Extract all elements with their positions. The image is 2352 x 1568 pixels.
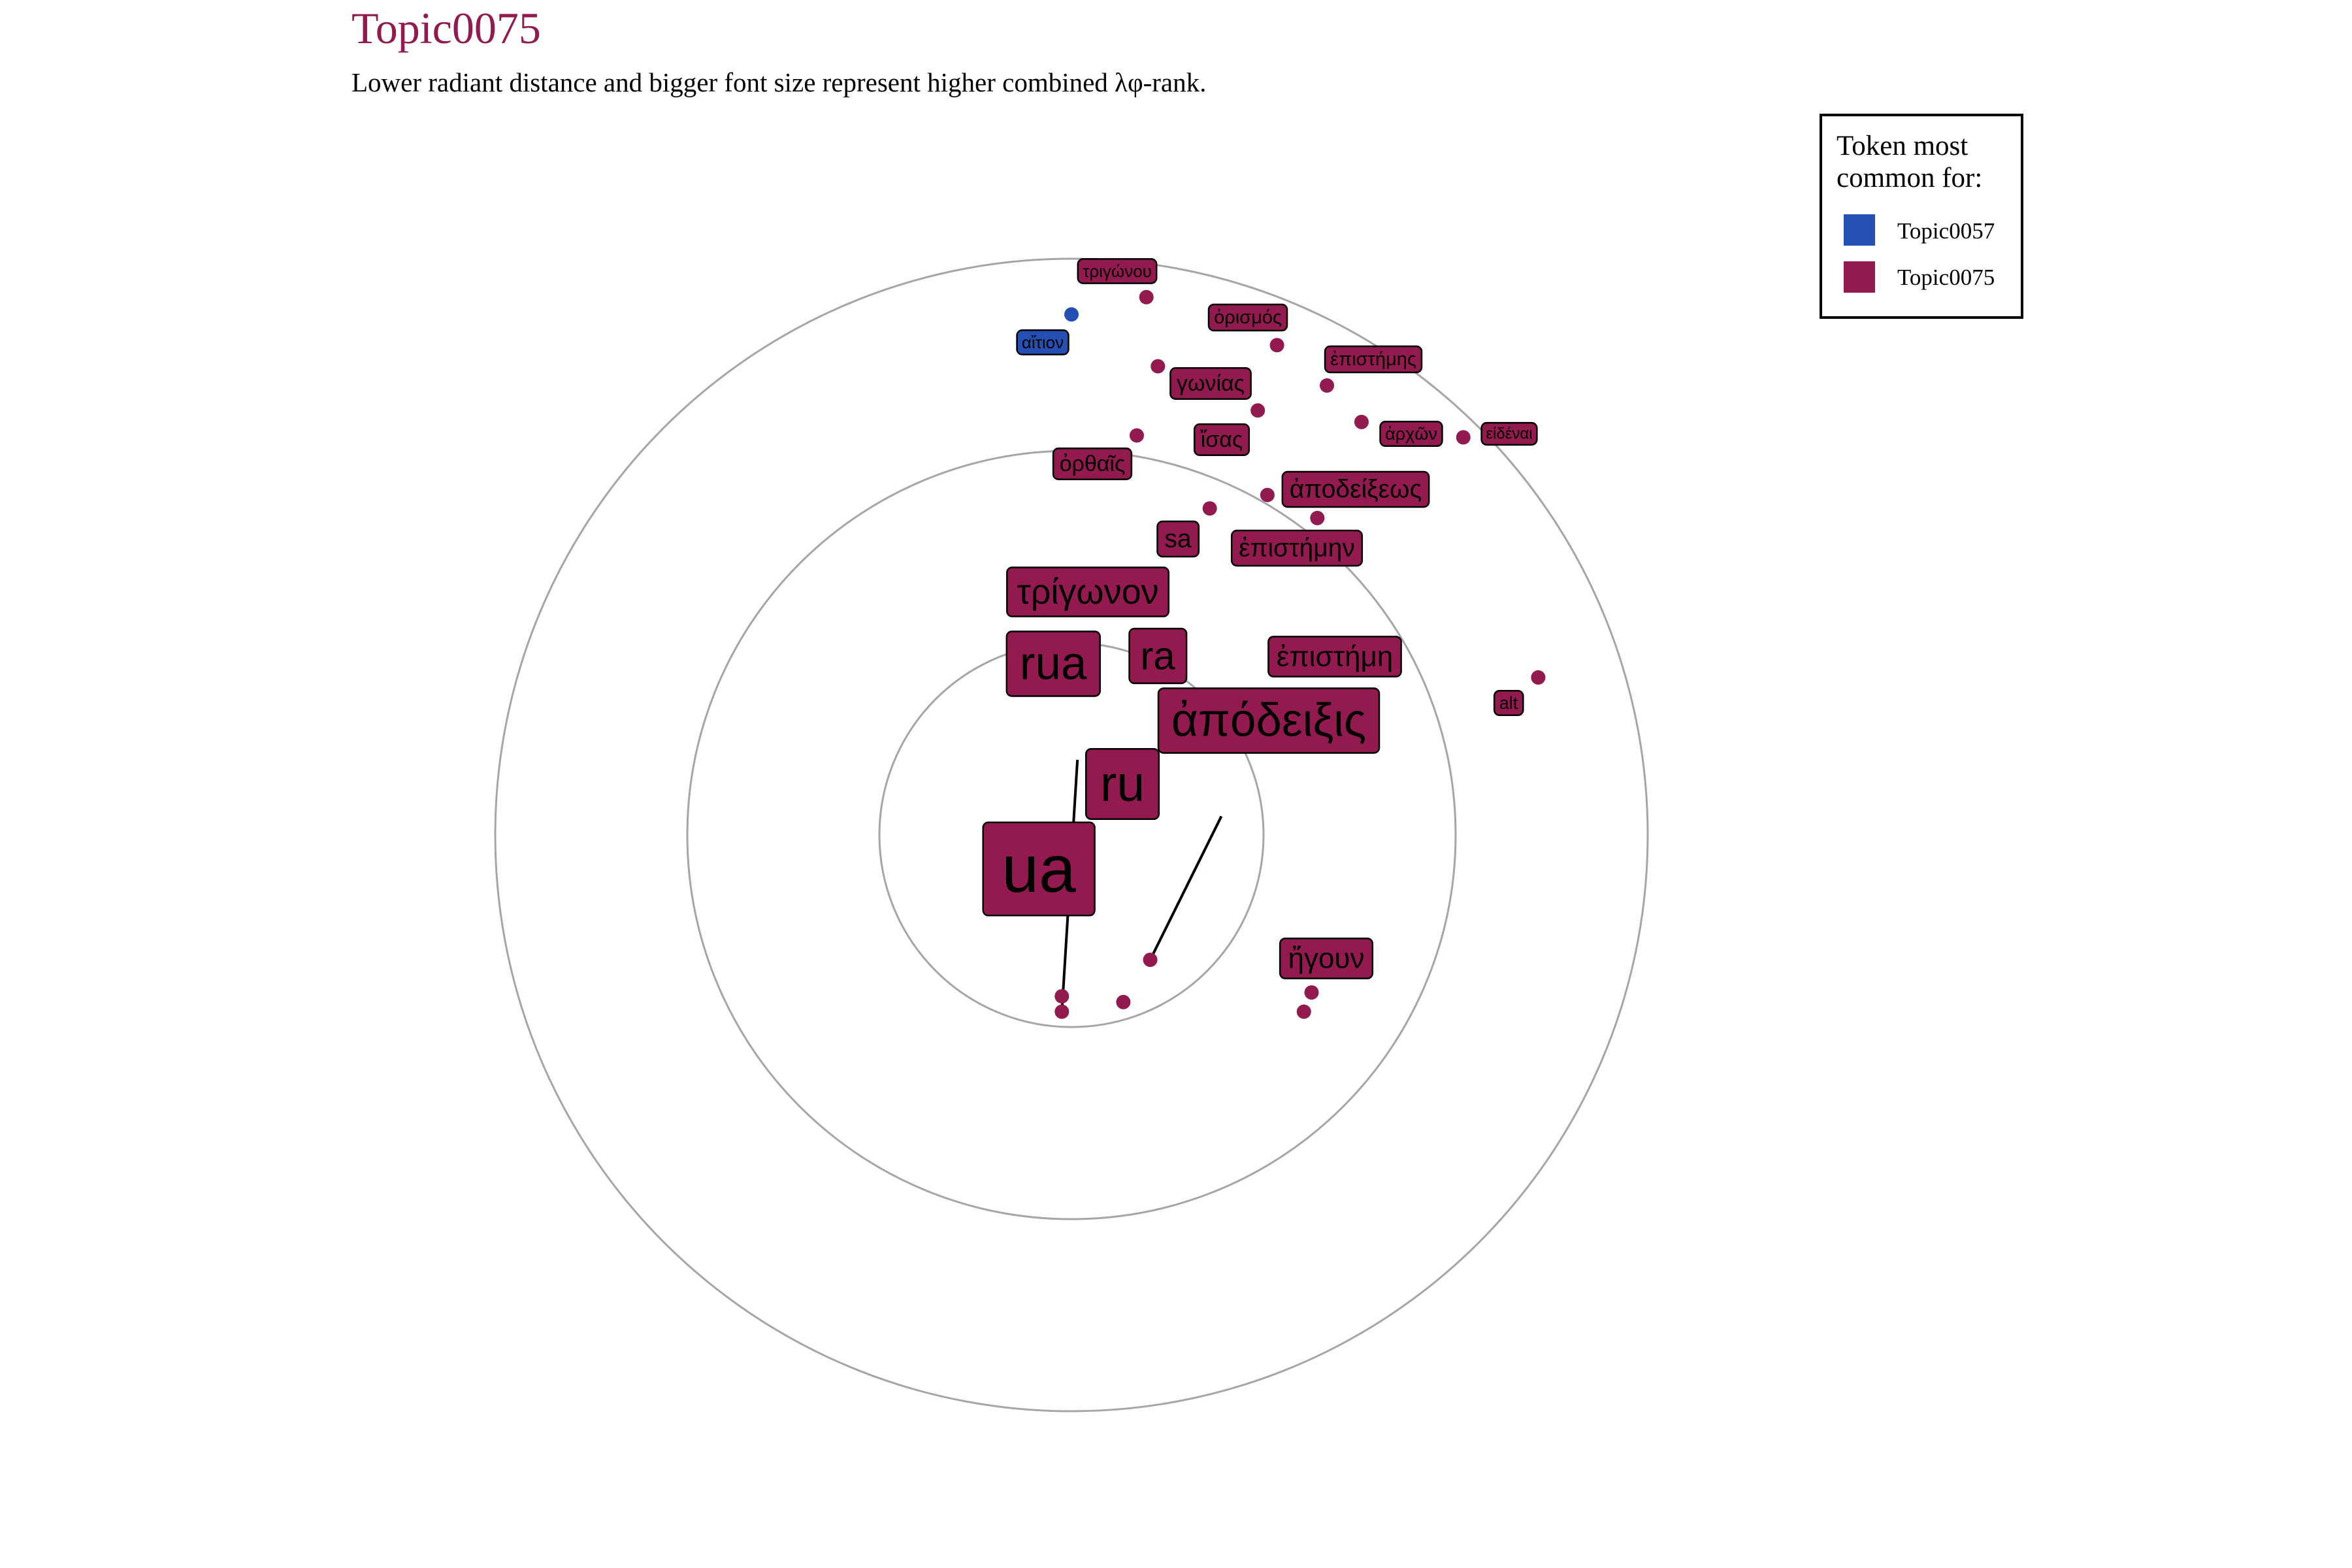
token-6-label: ἐπιστήμη [1267, 636, 1402, 678]
token-5-leader-line [1149, 815, 1223, 960]
token-0-label-text: ua [1002, 832, 1076, 906]
token-13-point [1250, 403, 1266, 418]
legend: Token most common for: Topic0057 Topic00… [1820, 114, 2023, 319]
token-4-label: ra [1128, 627, 1188, 685]
token-17-label-text: ἐπιστήμης [1330, 349, 1416, 370]
token-10-point [1260, 487, 1275, 502]
token-10-label-box [1281, 470, 1430, 508]
token-0-label-box [982, 821, 1096, 917]
token-11-point [1310, 510, 1325, 525]
token-7-label-text: ἤγουν [1288, 943, 1364, 975]
token-7-point [1304, 985, 1319, 1000]
token-9-label-box [1156, 520, 1200, 558]
token-20-label-box [1016, 329, 1070, 355]
distance-ring-3 [494, 257, 1649, 1413]
token-5-label-text: ἀπόδειξις [1171, 695, 1366, 747]
token-12-label-text: ὀρθαῖς [1060, 451, 1126, 476]
token-9-label: sa [1156, 520, 1200, 558]
token-2-point [1054, 988, 1070, 1004]
token-5-label: ἀπόδειξις [1157, 687, 1380, 754]
token-1-label-box [1085, 747, 1160, 821]
token-9-label-text: sa [1164, 525, 1192, 553]
token-4-label-text: ra [1140, 634, 1175, 678]
token-16-label-text: εἰδέναι [1486, 425, 1532, 443]
token-5-label-box [1157, 687, 1380, 754]
token-5-point [1143, 953, 1158, 968]
token-17-label-box [1324, 345, 1423, 374]
token-18-label-box [1207, 303, 1288, 332]
token-6-label-text: ἐπιστήμη [1277, 641, 1394, 673]
token-20-label: αἴτιον [1016, 329, 1070, 355]
legend-label-topic0075: Topic0075 [1897, 265, 1995, 290]
token-14-label-box [1169, 367, 1252, 400]
token-16-label: εἰδέναι [1480, 421, 1538, 446]
token-1-label-text: ru [1100, 756, 1145, 812]
token-11-label-text: ἐπιστήμην [1239, 534, 1355, 563]
token-8-label-box [1493, 689, 1524, 717]
token-8-label: alt [1493, 689, 1524, 717]
token-8-point [1531, 670, 1546, 685]
token-13-label-text: ἴσας [1201, 427, 1243, 452]
token-14-label: γωνίας [1169, 367, 1252, 400]
token-4-label-box [1128, 627, 1188, 685]
token-11-label-box [1230, 529, 1364, 567]
token-9-point [1202, 501, 1217, 516]
chart-title: Topic0075 [351, 3, 541, 53]
token-11-label: ἐπιστήμην [1230, 529, 1364, 567]
token-19-label-box [1077, 258, 1158, 284]
token-3-label-box [1006, 566, 1169, 617]
token-0-label: ua [982, 821, 1096, 917]
token-18-point [1269, 338, 1284, 353]
token-2-label-text: rua [1020, 638, 1087, 690]
token-20-label-text: αἴτιον [1022, 333, 1064, 352]
token-20-point [1064, 307, 1079, 322]
token-12-point [1129, 428, 1144, 443]
token-14-label-text: γωνίας [1177, 371, 1245, 396]
token-10-label: ἀποδείξεως [1281, 470, 1430, 508]
legend-title-line-2: common for: [1837, 163, 1982, 193]
legend-label-topic0057: Topic0057 [1897, 218, 1995, 244]
token-3-label: τρίγωνον [1006, 566, 1169, 617]
token-15-label-text: ἀρχῶν [1385, 424, 1437, 444]
token-15-label: ἀρχῶν [1379, 420, 1443, 448]
token-1-label: ru [1085, 747, 1160, 821]
token-12-label-box [1052, 447, 1133, 481]
token-6-label-box [1267, 636, 1402, 678]
token-17-point [1320, 378, 1335, 393]
token-2-label-box [1005, 630, 1101, 697]
token-16-label-box [1480, 421, 1538, 446]
token-19-label: τριγώνου [1077, 258, 1158, 284]
token-13-label-box [1193, 423, 1250, 457]
token-15-point [1354, 414, 1369, 429]
chart-subtitle: Lower radiant distance and bigger font s… [351, 67, 1206, 97]
token-18-label: ὁρισμός [1207, 303, 1288, 332]
legend-swatch-topic0075 [1844, 261, 1875, 293]
token-14-point [1151, 359, 1166, 374]
token-18-label-text: ὁρισμός [1214, 307, 1282, 328]
token-7-label-box [1279, 938, 1374, 979]
token-4-point [1116, 994, 1131, 1009]
legend-swatch-topic0057 [1844, 214, 1875, 246]
token-19-label-text: τριγώνου [1083, 261, 1152, 281]
token-15-label-box [1379, 420, 1443, 448]
legend-title-line-1: Token most [1837, 131, 1968, 161]
token-3-label-text: τρίγωνον [1017, 572, 1158, 612]
token-8-label-text: alt [1499, 693, 1518, 713]
token-13-label: ἴσας [1193, 423, 1250, 457]
token-7-label: ἤγουν [1279, 938, 1374, 979]
data-points [1054, 289, 1546, 1019]
token-17-label: ἐπιστήμης [1324, 345, 1423, 374]
token-2-label: rua [1005, 630, 1101, 697]
token-16-point [1456, 430, 1471, 445]
token-12-label: ὀρθαῖς [1052, 447, 1133, 481]
token-19-point [1139, 289, 1154, 304]
token-10-label-text: ἀποδείξεως [1290, 476, 1422, 504]
token-6-point [1296, 1004, 1311, 1019]
token-3-point [1054, 1004, 1070, 1019]
